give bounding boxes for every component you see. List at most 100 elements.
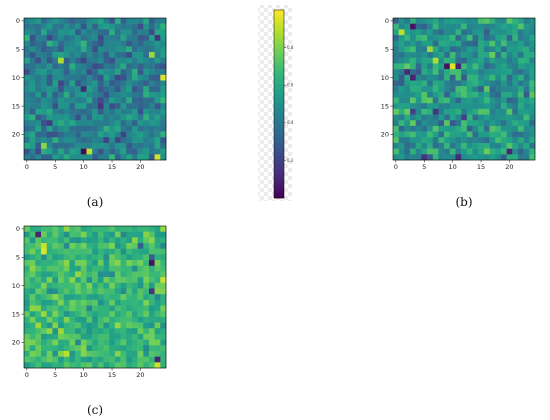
colorbar-frame [273,9,285,199]
heatmap-a-cell [126,57,133,64]
heatmap-a-cell [137,108,144,115]
heatmap-c-cell [148,322,155,329]
heatmap-a-cell [148,40,155,47]
heatmap-c-cell [92,243,99,249]
heatmap-a-cell [120,40,127,47]
heatmap-a-cell [137,63,144,70]
heatmap-b-cell [415,108,422,115]
heatmap-c-cell [114,333,121,340]
heatmap-c-cell [148,265,155,272]
heatmap-c-cell [35,226,42,232]
heatmap-c-cell [109,322,116,329]
heatmap-a-cell [103,74,110,81]
heatmap-a-cell [103,131,110,138]
heatmap-c-cell [35,299,42,306]
heatmap-a-cell [137,18,144,24]
heatmap-c-cell [114,271,121,278]
heatmap-c-cell [143,254,150,261]
heatmap-b-cell [529,148,536,155]
heatmap-a-cell [46,137,53,144]
heatmap-a-cell [69,120,76,127]
heatmap-a-cell [160,125,167,132]
heatmap-a-cell [63,52,70,59]
heatmap-b-cell [410,69,416,76]
heatmap-b-cell [398,23,405,30]
heatmap-b-cell [512,29,519,36]
heatmap-a-cell [160,69,167,76]
heatmap-a-cell [137,154,144,161]
heatmap-b-cell [472,52,479,59]
heatmap-c-cell [160,265,167,272]
heatmap-c-cell [75,248,82,255]
colorbar-band [274,40,284,43]
heatmap-a-cell [120,120,127,127]
heatmap-a-cell [97,23,104,30]
heatmap-a-cell [97,63,104,70]
heatmap-c-cell [86,288,93,295]
heatmap-c-cell [131,237,138,244]
heatmap-c-cell [126,316,133,323]
heatmap-b-cell [444,86,451,93]
colorbar-band [274,162,284,165]
heatmap-c-cell [69,237,76,244]
heatmap-c-cell [131,345,138,352]
heatmap-a-cell [29,108,36,115]
heatmap-a-cell [126,80,133,87]
heatmap-c-cell [148,362,155,369]
heatmap-c-cell [103,311,110,318]
heatmap-c-cell [63,356,70,363]
heatmap-b-cell [523,80,530,87]
heatmap-c-cell [86,248,93,255]
heatmap-c-cell [103,248,110,255]
heatmap-b-cell [466,52,473,59]
heatmap-a-cell [86,114,93,121]
heatmap-a-cell [63,35,70,41]
heatmap-b-cell [438,57,445,64]
heatmap-c-cell [52,356,59,363]
heatmap-b-cell [523,125,530,132]
heatmap-c-cell [24,248,30,255]
heatmap-c-cell [24,226,30,232]
heatmap-b-cell [506,125,513,132]
heatmap-c-cell [24,243,30,249]
heatmap-a-cell [86,86,93,93]
heatmap-a-cell [52,63,59,70]
heatmap-b-cell [517,29,524,36]
heatmap-b-cell [444,142,451,149]
heatmap-c-x-tick-label: 20 [136,371,144,379]
heatmap-b-cell [478,114,485,121]
heatmap-a-cell [58,91,65,98]
heatmap-a-cell [131,103,138,110]
heatmap-a-cell [154,125,161,132]
colorbar-band [274,176,284,179]
heatmap-a-cell [46,40,53,47]
colorbar-band [274,136,284,139]
heatmap-b-cell [512,57,519,64]
heatmap-a-cell [80,57,87,64]
heatmap-a-cell [46,103,53,110]
heatmap-a-x-axis: 0 5 10 15 20 [25,160,145,171]
heatmap-c-cell [154,277,161,284]
heatmap-a-cell [46,46,53,53]
heatmap-a-cell [86,137,93,144]
heatmap-a-cell [103,23,110,30]
heatmap-b-cell [483,108,490,115]
heatmap-b-cell [466,40,473,47]
heatmap-b-cell [449,154,456,161]
heatmap-b-cell [393,108,399,115]
heatmap-c-cell [69,248,76,255]
heatmap-a-cell [46,69,53,76]
heatmap-b-cell [466,154,473,161]
heatmap-b-cell [404,52,411,59]
heatmap-c-cell [131,231,138,238]
heatmap-b-cell [472,91,479,98]
heatmap-c-cell [63,277,70,284]
heatmap-a-cell [35,29,42,36]
heatmap-b-cell [393,125,399,132]
heatmap-b-cell [466,29,473,36]
heatmap-a-cell [131,23,138,30]
heatmap-b-cell [517,46,524,53]
heatmap-c-cell [148,350,155,357]
heatmap-b-cell [500,86,507,93]
heatmap-c-cell [86,265,93,272]
